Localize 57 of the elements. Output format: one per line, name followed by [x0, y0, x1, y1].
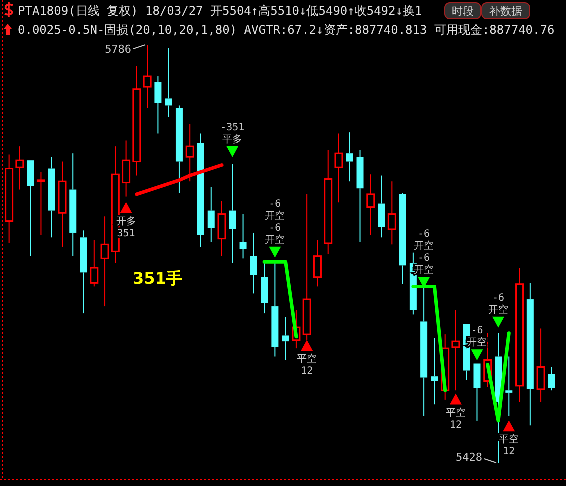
- chart-title: PTA1809(日线 复权) 18/03/27 开5504↑高5510↓低5490↑收5492↓换1: [18, 4, 422, 18]
- candlestick: [122, 140, 131, 198]
- candlestick: [536, 328, 546, 403]
- candlestick: [506, 356, 513, 417]
- candlestick: [366, 174, 376, 236]
- point: [503, 420, 516, 432]
- candlestick: [346, 132, 354, 182]
- candlestick: [261, 262, 268, 314]
- candlestick: [197, 133, 204, 248]
- chart-subtitle: 0.0025-0.5N-固损(20,10,20,1,80) AVGTR:67.2↓资产:887740.813 可用现金:887740.76: [18, 23, 555, 37]
- candlestick: [282, 316, 290, 361]
- candlestick: [516, 268, 524, 403]
- point: [120, 202, 132, 214]
- point: [450, 394, 462, 405]
- point: [226, 146, 239, 158]
- candlestick: [143, 44, 152, 109]
- candlestick: [420, 286, 428, 417]
- candlestick: [100, 216, 110, 308]
- button: 时段: [444, 2, 482, 20]
- candlestick: [250, 232, 258, 294]
- candlestick: [313, 239, 322, 288]
- candlestick: [526, 282, 534, 426]
- candlestick: [388, 181, 396, 246]
- candlestick: [48, 156, 56, 238]
- candlestick: [272, 262, 279, 358]
- annotation: 5428: [456, 451, 483, 464]
- annotation: 5786: [105, 43, 132, 56]
- point: [471, 350, 484, 361]
- candlestick: [324, 150, 333, 254]
- point: [301, 340, 314, 352]
- candlestick: [229, 164, 236, 264]
- candlestick: [452, 310, 460, 392]
- candlestick: [16, 146, 24, 190]
- candlestick: [58, 161, 67, 248]
- candlestick: [240, 214, 247, 260]
- candlestick: [154, 76, 162, 134]
- candlestick: [70, 153, 77, 257]
- candlestick: [165, 48, 172, 118]
- candlestick: [356, 150, 364, 243]
- annotation: -351 平多: [220, 122, 245, 146]
- candlestick: [132, 66, 142, 176]
- candlestick: [208, 186, 215, 243]
- annotation: -6 开空: [488, 292, 509, 316]
- candlestick: [431, 338, 438, 406]
- button: 补数据: [482, 2, 530, 20]
- candlestick: [334, 133, 344, 204]
- point: [492, 316, 505, 328]
- point: [269, 246, 282, 258]
- annotation: 351手: [133, 269, 182, 288]
- annotation: 平空 12: [446, 406, 466, 431]
- annotation: 平空 12: [297, 353, 318, 378]
- annotation: -6 开空 -6 开空: [265, 198, 286, 246]
- candlestick: [378, 175, 386, 238]
- candlestick: [176, 105, 183, 194]
- annotation: 平空 12: [499, 434, 520, 458]
- candlestick: [218, 200, 226, 257]
- candlestick: [80, 230, 88, 314]
